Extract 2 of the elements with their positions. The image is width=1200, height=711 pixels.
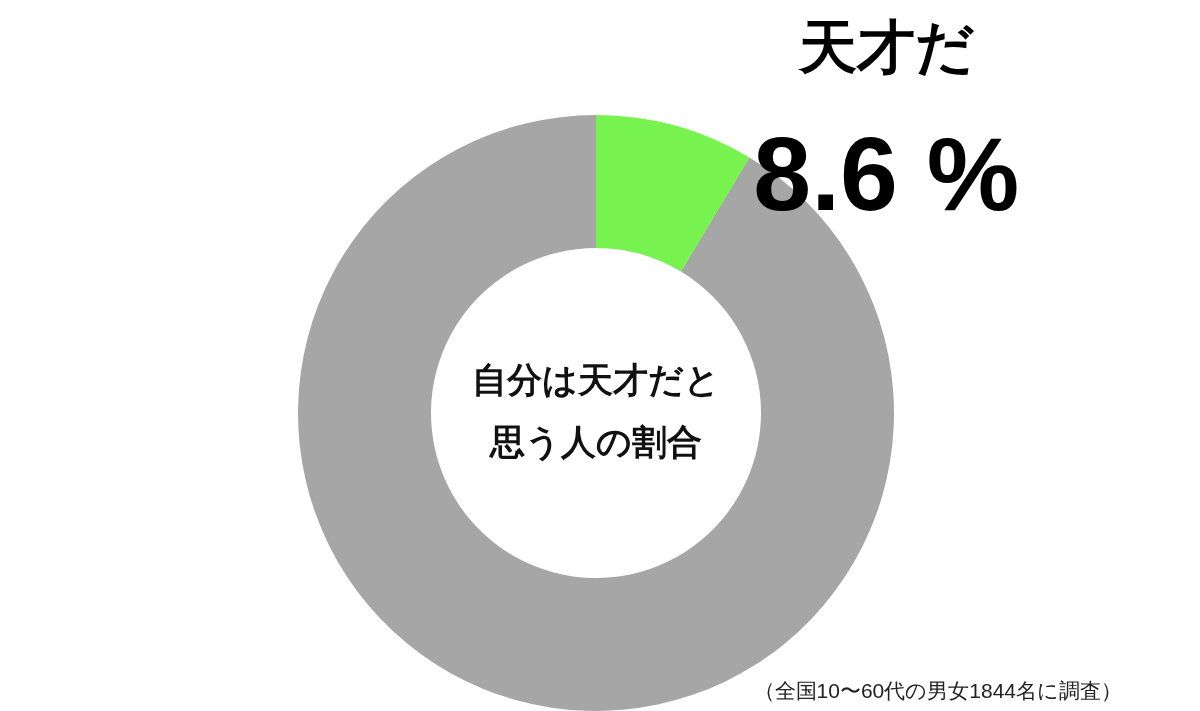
title: 自分は天才だと思う人の割合: [471, 359, 721, 464]
annotation: （全国10〜60代の男女1844名に調査）: [753, 679, 1122, 702]
